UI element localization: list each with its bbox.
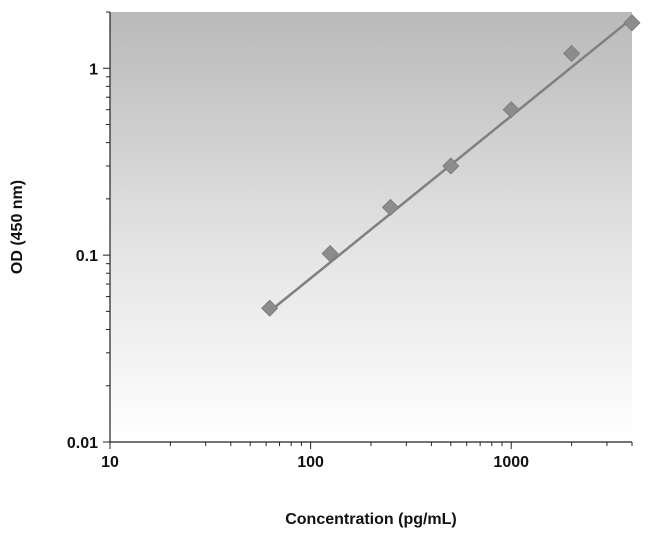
y-tick-label: 0.01 [67,435,98,452]
y-axis-title: OD (450 nm) [9,180,26,274]
data-points-layer [261,14,641,317]
x-tick-label: 100 [297,454,324,471]
x-tick-label: 1000 [493,454,529,471]
tick-layer: 10 100 1000 0.01 0.1 1 [67,11,633,471]
x-tick-label: 10 [101,454,119,471]
data-point [442,157,460,175]
data-point [623,14,641,32]
data-point [563,44,581,63]
data-point [502,101,520,119]
data-point [381,198,400,216]
y-tick-label: 0.1 [76,248,98,265]
x-axis-title: Concentration (pg/mL) [285,511,457,528]
data-point [321,244,339,263]
y-tick-label: 1 [89,61,98,78]
data-point [261,299,279,317]
plot-area-background [110,12,632,442]
